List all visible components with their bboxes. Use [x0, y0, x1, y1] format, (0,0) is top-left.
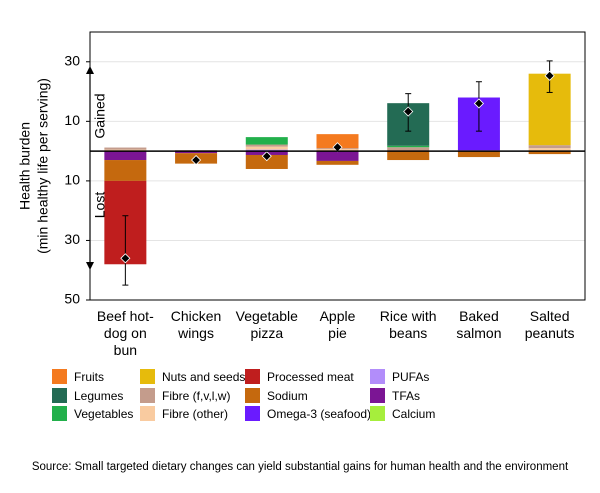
legend-label: PUFAs	[392, 369, 430, 384]
legend-label: Fruits	[74, 369, 104, 384]
net-marker	[120, 253, 131, 264]
y-axis-title: (min healthy life per serving)	[35, 78, 51, 254]
legend-item: PUFAs	[370, 369, 429, 384]
y-tick-label: 10	[64, 172, 80, 188]
annotation: Gained	[92, 93, 108, 138]
x-tick-label: Salted peanuts	[524, 308, 575, 341]
net-marker	[544, 70, 555, 81]
arrow-head	[86, 262, 94, 270]
legend-item: Fruits	[52, 369, 104, 384]
legend-label: Calcium	[392, 406, 436, 421]
y-tick-label: 30	[64, 231, 80, 247]
bar-segment	[387, 145, 430, 148]
legend-item: Sodium	[245, 388, 308, 403]
bar-segment	[457, 151, 500, 158]
legend-swatch	[140, 388, 155, 403]
legend-label: Fibre (f,v,l,w)	[162, 388, 231, 403]
legend-swatch	[370, 388, 385, 403]
bar-segment	[528, 145, 571, 149]
legend-label: Processed meat	[267, 369, 354, 384]
bar-segment	[245, 137, 288, 145]
bar-segment	[245, 154, 288, 169]
y-tick-label: 30	[64, 52, 80, 68]
legend-swatch	[52, 369, 67, 384]
legend-label: Vegetables	[74, 406, 134, 421]
legend-item: Vegetables	[52, 406, 133, 421]
y-axis-title: Health burden	[17, 122, 33, 210]
bar-segment	[387, 147, 430, 152]
y-tick-label: 50	[64, 291, 80, 307]
legend-swatch	[245, 406, 260, 421]
legend-item: Processed meat	[245, 369, 354, 384]
legend-item: Fibre (other)	[140, 406, 228, 421]
legend-item: Omega-3 (seafood)	[245, 406, 371, 421]
x-tick-label: Chicken wings	[170, 308, 222, 341]
arrow-head	[86, 66, 94, 74]
legend-swatch	[140, 406, 155, 421]
legend-label: Sodium	[267, 388, 308, 403]
legend-swatch	[245, 388, 260, 403]
legend-label: Fibre (other)	[162, 406, 229, 421]
bar-segment	[316, 151, 359, 161]
bar-segment	[104, 160, 147, 181]
legend-item: Nuts and seeds	[140, 369, 245, 384]
bar-segment	[104, 151, 147, 161]
y-tick-label: 10	[64, 112, 80, 128]
bar-segment	[528, 151, 571, 155]
legend-item: Calcium	[370, 406, 435, 421]
legend-swatch	[370, 369, 385, 384]
bar-segment	[528, 148, 571, 152]
legend-swatch	[52, 388, 67, 403]
x-tick-label: Rice with beans	[379, 308, 437, 341]
legend-label: Nuts and seeds	[162, 369, 246, 384]
legend-label: Omega-3 (seafood)	[267, 406, 372, 421]
legend-swatch	[52, 406, 67, 421]
bar-segment	[245, 146, 288, 150]
bar-segment	[175, 151, 218, 154]
bar-segment	[387, 151, 430, 161]
legend-label: Legumes	[74, 388, 124, 403]
net-marker	[473, 98, 484, 109]
net-marker	[191, 154, 202, 166]
bar-segment	[316, 160, 359, 165]
legend-swatch	[245, 369, 260, 384]
x-tick-label: Beef hot- dog on bun	[96, 308, 154, 358]
net-marker	[261, 151, 272, 162]
bar-segment	[316, 134, 359, 149]
legend-swatch	[140, 369, 155, 384]
legend-label: TFAs	[392, 388, 421, 403]
plot-frame	[89, 31, 586, 301]
legend-item: TFAs	[370, 388, 420, 403]
annotation: Lost	[92, 192, 108, 219]
legend-item: Fibre (f,v,l,w)	[140, 388, 230, 403]
x-tick-label: Vegetable pizza	[235, 308, 298, 341]
bar-segment	[245, 144, 288, 147]
legend-item: Legumes	[52, 388, 123, 403]
net-marker	[403, 106, 414, 117]
bar-segment	[104, 147, 147, 150]
source: Source: Small targeted dietary changes c…	[31, 461, 569, 473]
legend-swatch	[370, 406, 385, 421]
x-tick-label: Baked salmon	[456, 308, 502, 341]
x-tick-label: Apple pie	[319, 308, 356, 341]
